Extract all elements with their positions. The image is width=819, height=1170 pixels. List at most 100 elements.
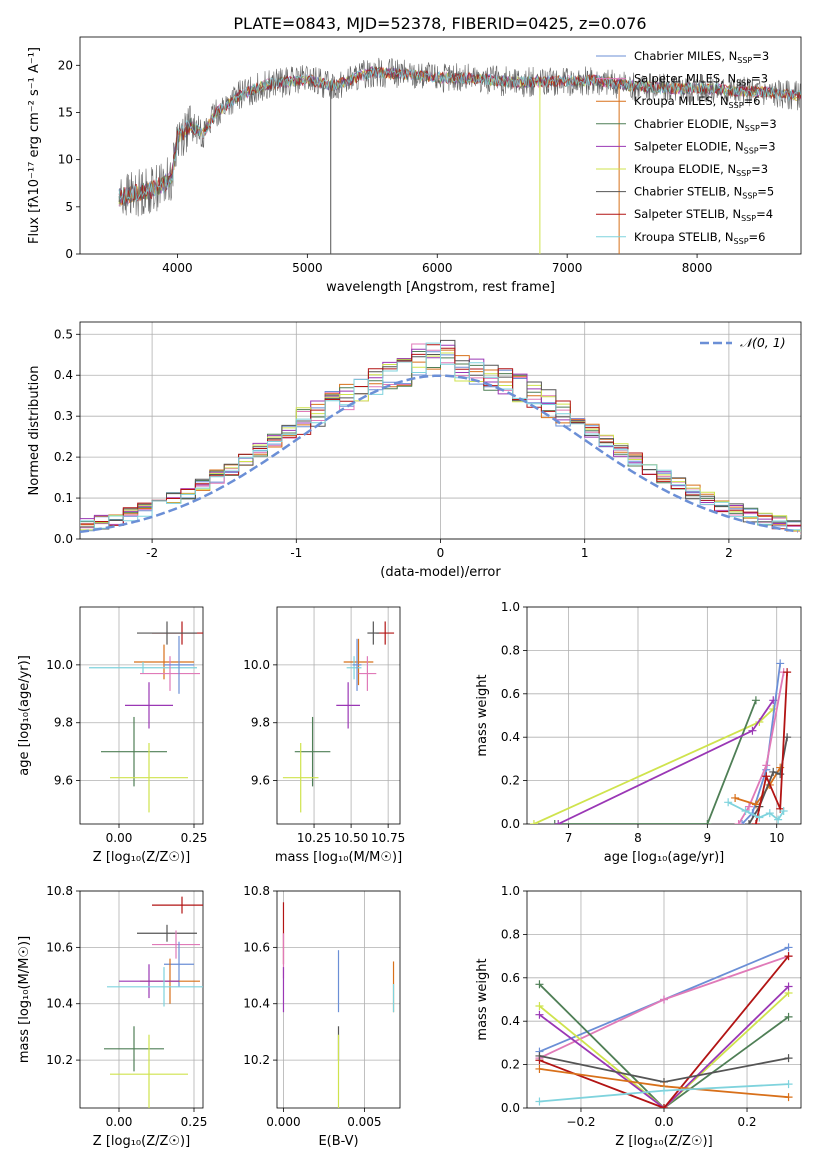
errorbar-kroupa-miles [343,638,374,686]
point-marker [751,820,760,824]
y-tick-label: 10.2 [46,1053,73,1067]
series-salpeter-stelib [751,668,792,824]
y-tick-label: 0.0 [54,532,73,546]
y-tick-label: 10.8 [46,884,73,898]
point-marker [554,820,563,824]
errorbar-chabrier-miles [164,635,194,694]
plot-area [529,659,792,824]
plot-area [89,621,203,813]
y-tick-label: 0.8 [501,643,520,657]
point-marker [776,770,785,779]
y-tick-label: 9.8 [54,716,73,730]
series-salpeter-miles [734,668,788,824]
y-tick-label: 10.0 [46,658,73,672]
point-marker [765,809,774,818]
legend-item: Kroupa ELODIE, NSSP=3 [596,162,768,178]
x-tick-label: 9 [704,831,712,845]
axes-frame [79,890,204,1109]
x-tick-label: 8 [634,831,642,845]
errorbar-salpeter-elodie [125,682,173,729]
point-marker [738,820,747,824]
point-marker [529,820,538,824]
point-marker [734,820,743,824]
y-tick-label: 0.6 [501,687,520,701]
plot-area [118,57,801,254]
x-tick-label: 0.2 [737,1115,756,1129]
residuals-panel: -2 -1 0 1 2 0.0 0.1 0.2 0.3 0.4 0.5 (data-model)/er… [27,321,802,580]
y-tick-label: 10.0 [243,658,270,672]
errorbar-chabrier-elodie [101,716,167,787]
x-tick-label: -1 [290,546,302,560]
age-vs-mass-panel: 10.25 10.50 10.75 9.6 9.8 10.0 mass [log₁₀(M/M… [243,606,405,865]
legend-label: Salpeter STELIB, NSSP=4 [634,207,773,223]
point-marker [744,802,753,811]
x-tick-label: 0.25 [181,831,208,845]
errorbar-chabrier-miles [352,638,362,691]
y-tick-label: 10.8 [243,884,270,898]
figure-title: PLATE=0843, MJD=52378, FIBERID=0425, z=0… [233,14,646,33]
point-marker [748,726,757,735]
age-vs-metallicity-panel: 0.00 0.25 9.6 9.8 10.0 Z [log₁₀(Z/Z☉)] age [lo… [17,606,208,865]
point-marker [724,798,733,807]
legend-label: Chabrier STELIB, NSSP=5 [634,185,774,201]
axes-frame [79,36,802,255]
weight-vs-age-panel: 7 8 9 10 0.0 0.2 0.4 0.6 0.8 1.0 age [log₁₀(age/yr… [475,600,802,865]
y-tick-label: 0.4 [501,730,520,744]
x-tick-label: 0.00 [106,831,133,845]
y-tick-label: 0.0 [501,1101,520,1115]
x-tick-label: 4000 [162,261,193,275]
point-marker [535,1002,544,1011]
point-marker [744,820,753,824]
axes-frame [79,321,802,540]
point-marker [784,943,793,952]
errorbar-kroupa-stelib [107,967,203,1007]
series-kroupa-stelib [724,798,788,824]
y-tick-label: 9.6 [251,774,270,788]
y-tick-label: 1.0 [501,884,520,898]
errorbar-kroupa-elodie [110,742,188,813]
point-marker [535,1010,544,1019]
point-marker [535,1097,544,1106]
point-marker [762,772,771,781]
errorbar-salpeter-elodie [336,682,360,729]
x-tick-label: 0 [437,546,445,560]
x-tick-label: 5000 [292,261,323,275]
x-axis-label: Z [log₁₀(Z/Z☉)] [615,1134,712,1149]
plot-area [535,943,793,1108]
plot-area [80,339,801,535]
y-tick-label: 0.2 [501,774,520,788]
legend-label: 𝒩(0, 1) [740,335,786,350]
point-marker [783,668,792,677]
x-tick-label: 7000 [552,261,583,275]
point-marker [535,1051,544,1060]
series-salpeter-elodie [554,696,778,824]
legend-label: Salpeter MILES, NSSP=3 [634,72,768,88]
legend-item: Salpeter MILES, NSSP=3 [596,72,768,88]
legend-label: Kroupa MILES, NSSP=6 [634,94,760,110]
errorbar-salpeter-miles [152,930,200,959]
legend: Chabrier MILES, NSSP=3 Salpeter MILES, NS… [596,49,777,246]
legend-item: Chabrier STELIB, NSSP=5 [596,185,774,201]
normal-curve [80,374,799,534]
errorbar-kroupa-elodie [282,742,319,813]
point-marker [784,1080,793,1089]
point-marker [779,806,788,815]
x-axis-label: age [log₁₀(age/yr)] [604,850,725,865]
x-tick-label: 10 [769,831,784,845]
series-line [755,672,788,824]
y-tick-label: 5 [65,200,73,214]
errorbar-kroupa-stelib [89,661,197,674]
point-marker [784,1054,793,1063]
y-axis-label: mass weight [475,674,490,756]
series-salpeter-elodie [535,982,793,1108]
point-marker [784,952,793,961]
x-tick-label: 0.000 [266,1115,300,1129]
y-axis-label: Normed distribution [27,366,42,496]
histogram-kroupa-stelib [80,342,801,532]
point-marker [660,1104,668,1108]
legend-item: Chabrier MILES, NSSP=3 [596,49,769,65]
x-tick-label: 10.50 [334,831,368,845]
x-tick-label: 6000 [422,261,453,275]
series-line [538,985,790,1108]
spectrum-panel: 4000 5000 6000 7000 8000 0 5 10 15 20 wavelength [… [27,36,802,295]
